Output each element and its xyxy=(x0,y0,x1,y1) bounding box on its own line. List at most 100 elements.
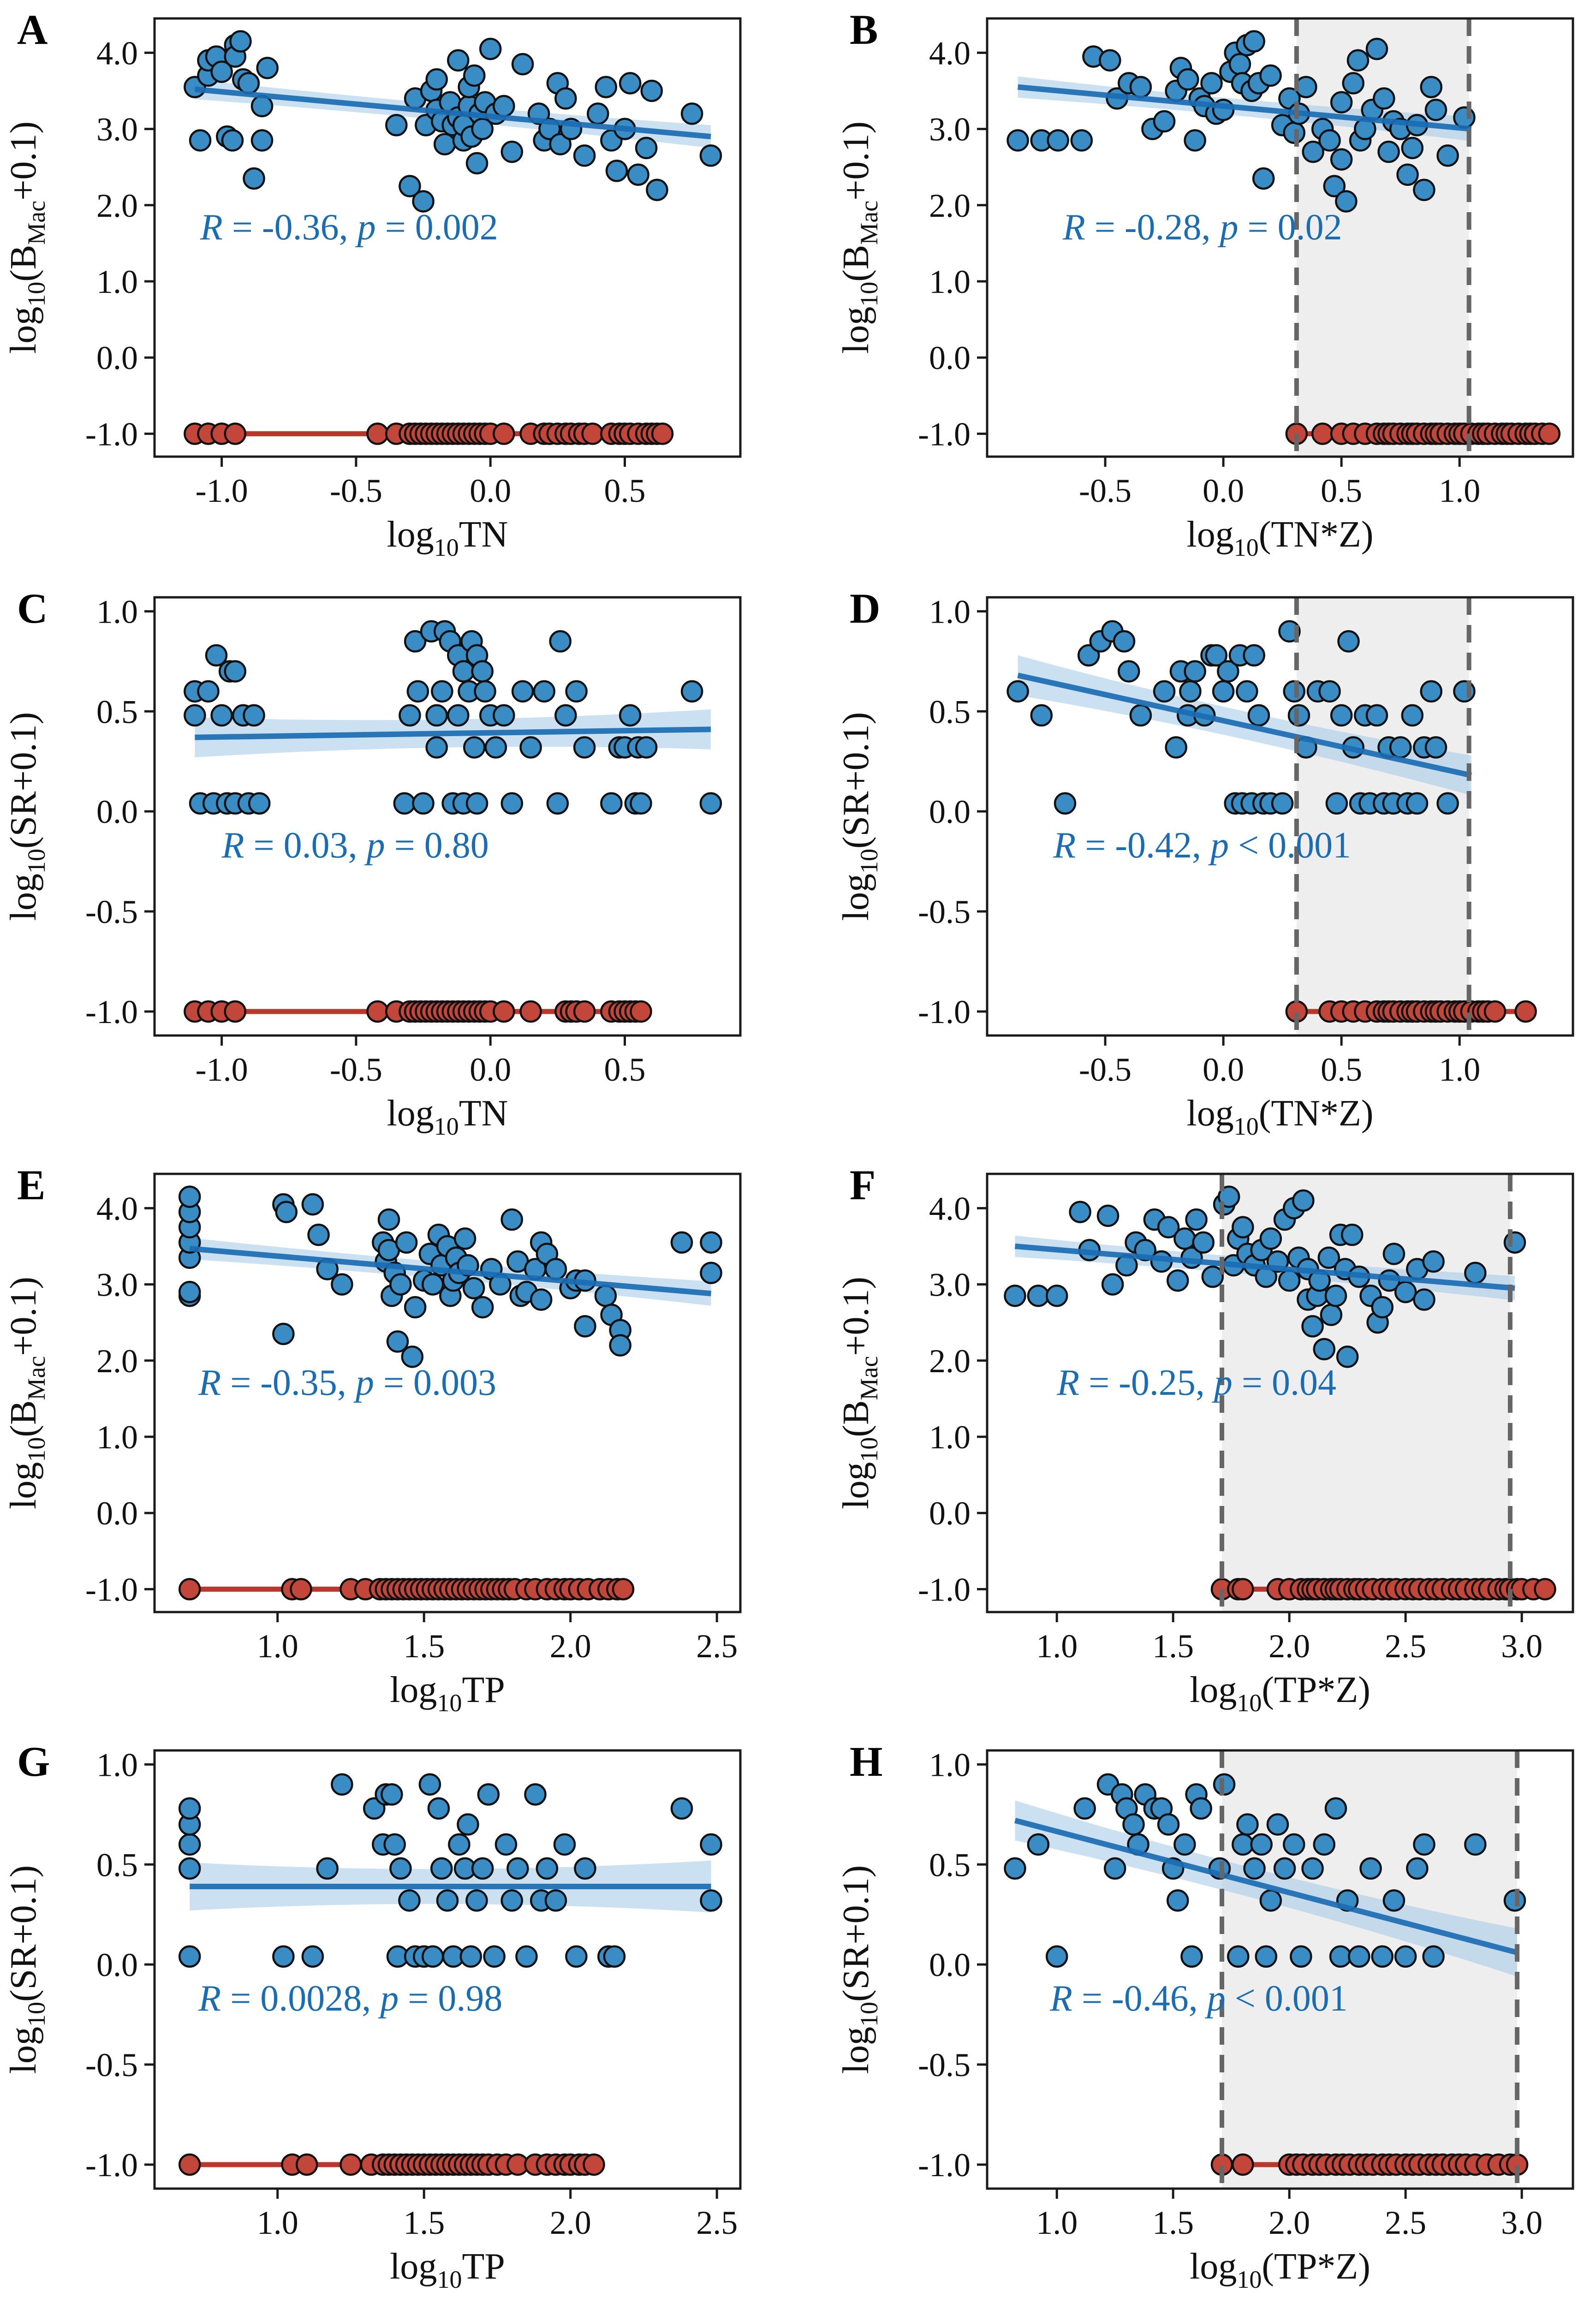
y-tick-label: 0.5 xyxy=(96,693,138,730)
panels-layer: -1.0 0.0 1.0 2.0 3.0 4.0 -1.0 -0.5 0.0 0.5 log10TN… xyxy=(3,6,1574,2293)
data-point xyxy=(1096,1204,1120,1227)
correlation-annotation: R = -0.36, p = 0.002 xyxy=(200,207,498,248)
data-point xyxy=(436,1889,459,1912)
panel-letter: F xyxy=(850,1161,875,1208)
panel-letter: D xyxy=(850,585,880,632)
y-tick-label: -0.5 xyxy=(918,893,971,930)
data-point xyxy=(1228,53,1251,76)
data-point xyxy=(549,133,572,155)
panel-b: -1.0 0.0 1.0 2.0 3.0 4.0 -0.5 0.0 0.5 1.0 log10(TN… xyxy=(836,6,1574,561)
data-point xyxy=(1301,1315,1324,1338)
x-tick-label: 0.0 xyxy=(470,472,511,509)
data-point xyxy=(635,736,658,759)
data-point xyxy=(1365,704,1388,727)
y-tick-label: 0.0 xyxy=(96,339,138,376)
data-point xyxy=(1243,644,1265,667)
data-point xyxy=(1290,1945,1312,1968)
data-point xyxy=(386,1330,409,1353)
data-point xyxy=(1113,630,1136,653)
data-point xyxy=(422,1273,444,1296)
y-tick-label: 3.0 xyxy=(929,1267,971,1303)
data-point xyxy=(1335,190,1358,213)
data-point xyxy=(301,1945,324,1968)
zero-point xyxy=(178,1578,201,1601)
regression-line xyxy=(195,726,711,740)
data-point xyxy=(1129,76,1152,98)
data-point xyxy=(1243,1857,1266,1880)
data-point xyxy=(1396,163,1419,186)
y-tick-label: 1.0 xyxy=(96,1746,138,1783)
y-tick-label: 3.0 xyxy=(96,1267,138,1303)
y-tick-label: -1.0 xyxy=(918,1571,971,1608)
data-point xyxy=(331,1273,353,1296)
data-point xyxy=(699,792,722,815)
panel-letter: A xyxy=(17,6,48,53)
data-point xyxy=(1302,140,1324,163)
data-point xyxy=(1201,1265,1224,1288)
y-tick-label: 3.0 xyxy=(929,111,971,148)
data-point xyxy=(680,680,703,703)
panel-letter: H xyxy=(850,1738,883,1785)
data-point xyxy=(425,68,448,91)
data-point xyxy=(500,1208,523,1231)
data-point xyxy=(1250,1833,1273,1856)
zero-point xyxy=(1483,1000,1507,1023)
panel-e: -1.0 0.0 1.0 2.0 3.0 4.0 1.0 1.5 2.0 2.5 log10TP lo… xyxy=(3,1161,742,1717)
data-point xyxy=(431,680,453,703)
y-tick-label: 4.0 xyxy=(96,1190,138,1227)
shaded-region xyxy=(1222,1750,1518,2189)
data-point xyxy=(549,630,572,653)
y-tick-label: 1.0 xyxy=(929,1746,971,1783)
data-point xyxy=(210,60,233,83)
data-point xyxy=(484,736,507,759)
data-point xyxy=(418,1773,441,1796)
data-point xyxy=(1342,72,1364,95)
data-point xyxy=(1324,1797,1347,1820)
data-point xyxy=(494,1833,518,1856)
x-tick-label: -0.5 xyxy=(330,472,382,509)
data-point xyxy=(1401,137,1424,160)
data-point xyxy=(1045,1945,1068,1968)
panel-letter: E xyxy=(17,1161,45,1208)
data-point xyxy=(511,680,534,703)
y-tick-label: 0.5 xyxy=(96,1846,138,1883)
zero-point xyxy=(630,1000,652,1023)
data-point xyxy=(474,680,496,703)
data-point xyxy=(506,1857,529,1880)
data-point xyxy=(272,1322,295,1345)
y-axis-label: log10(SR+0.1) xyxy=(3,712,50,921)
panel-letter: B xyxy=(850,6,878,53)
data-point xyxy=(178,1857,201,1880)
shaded-region xyxy=(1296,597,1469,1035)
data-point xyxy=(1118,660,1140,683)
data-point xyxy=(630,792,652,815)
data-point xyxy=(1213,1773,1236,1796)
x-tick-label: 1.0 xyxy=(1036,1628,1078,1665)
data-point xyxy=(398,1889,421,1912)
data-point xyxy=(493,95,515,118)
data-point xyxy=(1259,1889,1282,1912)
data-point xyxy=(1200,72,1223,95)
data-point xyxy=(519,736,542,759)
y-tick-label: 1.0 xyxy=(96,593,138,630)
data-point xyxy=(700,1231,722,1254)
x-tick-label: -1.0 xyxy=(196,472,248,509)
data-point xyxy=(1324,1285,1347,1307)
zero-point xyxy=(1514,1000,1537,1023)
panel-a: -1.0 0.0 1.0 2.0 3.0 4.0 -1.0 -0.5 0.0 0.5 log10TN… xyxy=(3,6,742,561)
data-point xyxy=(1243,30,1265,53)
zero-point xyxy=(1232,2153,1254,2176)
data-point xyxy=(471,1857,494,1880)
data-point xyxy=(463,64,486,87)
y-tick-label: 1.0 xyxy=(929,593,971,630)
y-tick-label: 2.0 xyxy=(929,187,971,224)
y-tick-label: 1.0 xyxy=(929,263,971,300)
data-point xyxy=(554,704,577,727)
data-point xyxy=(331,1773,353,1796)
x-tick-label: 1.0 xyxy=(1439,472,1480,509)
zero-point xyxy=(1232,1578,1254,1601)
correlation-annotation: R = -0.35, p = 0.003 xyxy=(198,1363,496,1403)
data-point xyxy=(433,133,456,155)
data-point xyxy=(377,1208,400,1231)
